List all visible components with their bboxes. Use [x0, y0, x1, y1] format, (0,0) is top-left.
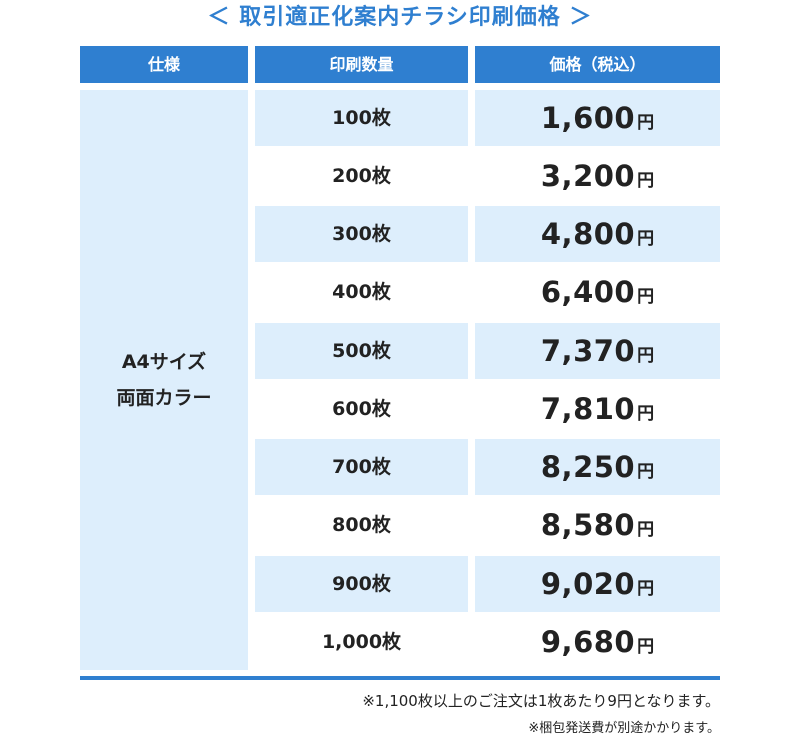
price-cell: 9,680 円 — [475, 614, 720, 670]
price-cell: 7,370 円 — [475, 323, 720, 379]
header-spec: 仕様 — [80, 46, 248, 83]
price-unit: 円 — [637, 404, 655, 424]
price-value: 9,020 — [540, 567, 636, 601]
price-value: 7,810 — [540, 392, 636, 426]
quantity-cell: 1,000枚 — [321, 631, 402, 653]
table-row: 500枚 7,370 円 — [255, 323, 720, 379]
quantity-cell: 500枚 — [255, 323, 468, 379]
page-title: ＜ 取引適正化案内チラシ印刷価格 ＞ — [207, 5, 593, 30]
price-value: 3,200 — [540, 159, 636, 193]
price-cell: 8,250 円 — [475, 439, 720, 495]
quantity-cell: 900枚 — [255, 556, 468, 612]
price-cell: 6,400 円 — [475, 264, 720, 320]
quantity-cell: 700枚 — [255, 439, 468, 495]
price-value: 1,600 — [540, 101, 636, 135]
table-row: 800枚 8,580 円 — [255, 497, 720, 553]
table-bottom-divider — [80, 676, 720, 680]
price-cell: 9,020 円 — [475, 556, 720, 612]
table-row: 600枚 7,810 円 — [255, 381, 720, 437]
spec-color-mode: 両面カラー — [116, 387, 212, 409]
table-row: 100枚 1,600 円 — [255, 90, 720, 146]
price-cell: 8,580 円 — [475, 497, 720, 553]
bulk-order-note: ※1,100枚以上のご注文は1枚あたり9円となります。 — [362, 692, 720, 710]
price-unit: 円 — [637, 113, 655, 133]
price-unit: 円 — [637, 287, 655, 307]
shipping-fee-note: ※梱包発送費が別途かかります。 — [528, 721, 720, 736]
price-value: 9,680 — [540, 625, 636, 659]
table-row: 300枚 4,800 円 — [255, 206, 720, 262]
price-value: 8,250 — [540, 450, 636, 484]
spec-cell: A4サイズ 両面カラー — [80, 90, 248, 670]
table-row: 900枚 9,020 円 — [255, 556, 720, 612]
quantity-cell: 600枚 — [332, 398, 391, 420]
price-value: 6,400 — [540, 275, 636, 309]
table-row: 400枚 6,400 円 — [255, 264, 720, 320]
table-row: 200枚 3,200 円 — [255, 148, 720, 204]
price-value: 7,370 — [540, 334, 636, 368]
price-unit: 円 — [637, 520, 655, 540]
price-cell: 3,200 円 — [475, 148, 720, 204]
table-row: 1,000枚 9,680 円 — [255, 614, 720, 670]
price-cell: 1,600 円 — [475, 90, 720, 146]
price-unit: 円 — [637, 462, 655, 482]
price-cell: 4,800 円 — [475, 206, 720, 262]
price-unit: 円 — [637, 171, 655, 191]
quantity-cell: 300枚 — [255, 206, 468, 262]
spec-size: A4サイズ — [121, 351, 207, 373]
quantity-cell: 800枚 — [332, 514, 391, 536]
table-row: 700枚 8,250 円 — [255, 439, 720, 495]
price-unit: 円 — [637, 346, 655, 366]
quantity-cell: 400枚 — [332, 281, 391, 303]
price-unit: 円 — [637, 579, 655, 599]
price-cell: 7,810 円 — [475, 381, 720, 437]
price-unit: 円 — [637, 637, 655, 657]
quantity-cell: 100枚 — [255, 90, 468, 146]
quantity-cell: 200枚 — [332, 165, 391, 187]
price-unit: 円 — [637, 229, 655, 249]
price-value: 4,800 — [540, 217, 636, 251]
header-price: 価格（税込） — [475, 46, 720, 83]
price-value: 8,580 — [540, 508, 636, 542]
header-quantity: 印刷数量 — [255, 46, 468, 83]
